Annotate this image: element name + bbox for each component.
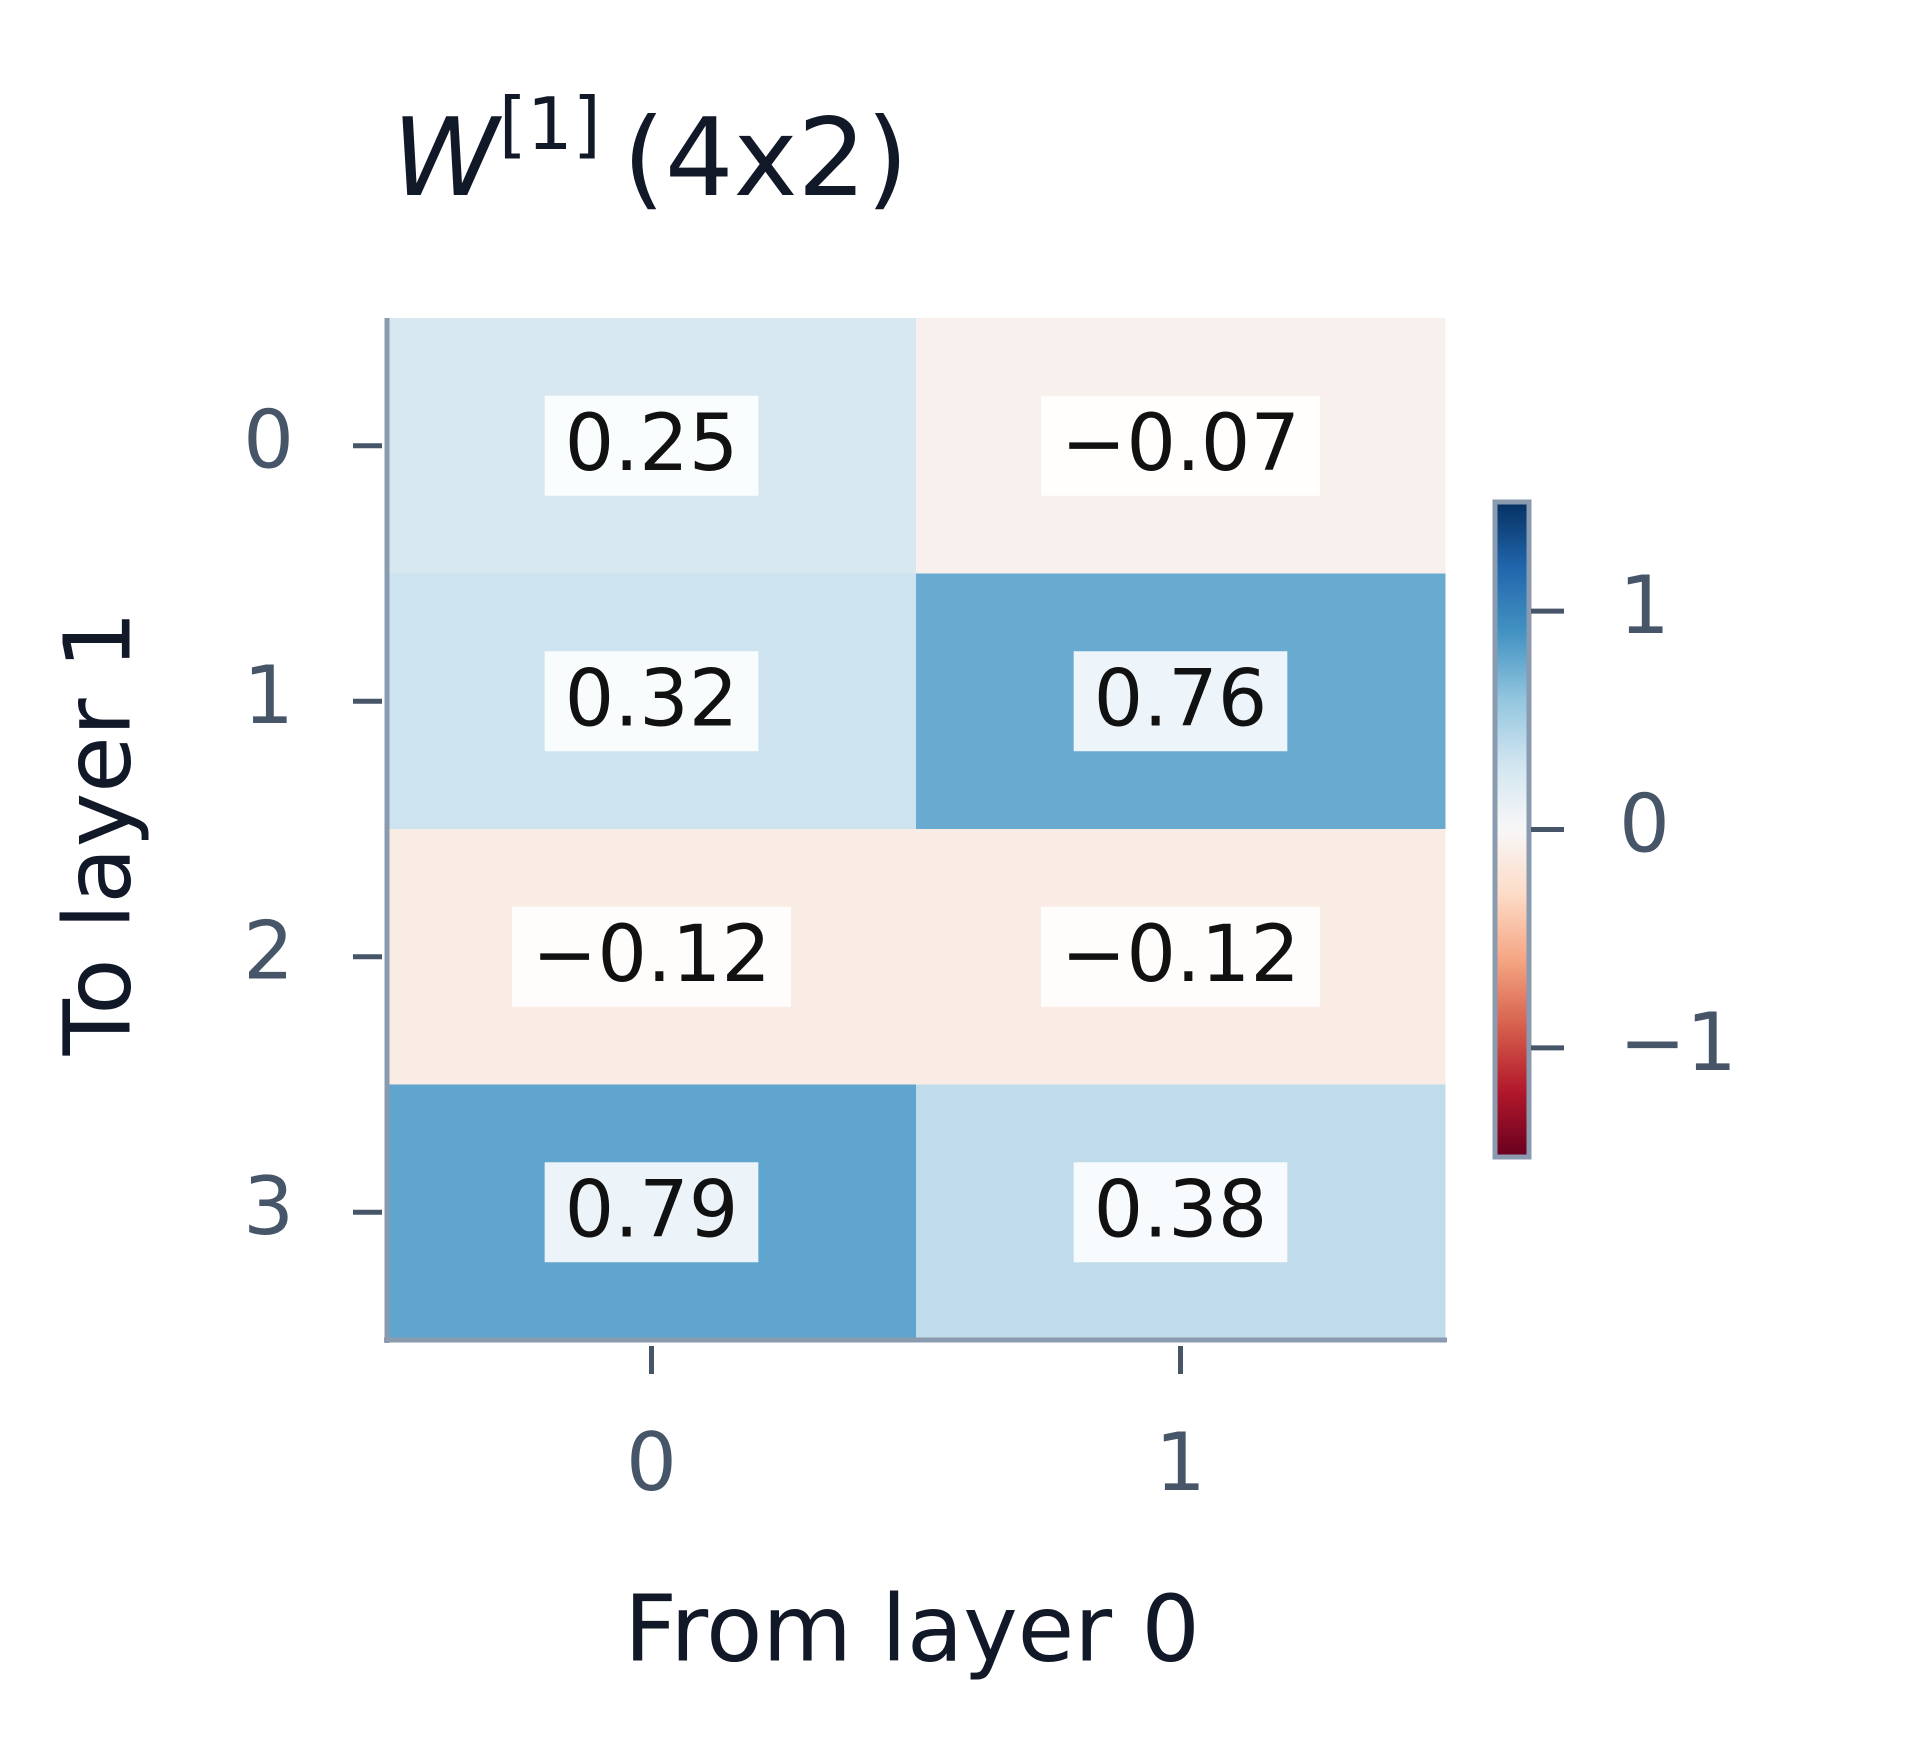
colorbar-tick-label: 1 (1619, 559, 1670, 652)
y-tick-label: 0 (243, 394, 294, 487)
value-label: −0.12 (1061, 910, 1300, 1000)
value-label: 0.38 (1094, 1166, 1268, 1256)
value-label-bg (1040, 906, 1321, 1007)
value-label: 0.76 (1094, 655, 1268, 745)
x-axis-label: From layer 0 (624, 1575, 1200, 1682)
value-label-bg (511, 906, 792, 1007)
y-tick-label: 1 (243, 649, 294, 742)
value-label: 0.25 (565, 399, 739, 489)
value-label: −0.12 (532, 910, 771, 1000)
value-label-bg (544, 651, 759, 752)
value-label-bg (1040, 395, 1321, 496)
colorbar (1492, 499, 1532, 1160)
y-tick-label: 3 (243, 1160, 294, 1253)
colorbar-tick-label: −1 (1619, 996, 1737, 1089)
x-tick-label: 0 (626, 1416, 677, 1509)
y-axis-label: To layer 1 (44, 611, 151, 1057)
value-label: 0.79 (565, 1166, 739, 1256)
value-label: 0.32 (565, 655, 739, 745)
value-label-bg (544, 1162, 759, 1263)
colorbar-tick-label: 0 (1619, 777, 1670, 870)
x-tick-label: 1 (1155, 1416, 1206, 1509)
chart-title: W[1] (4x2) (392, 82, 908, 221)
value-label-bg (1073, 651, 1288, 752)
value-label-bg (1073, 1162, 1288, 1263)
value-label-bg (544, 395, 759, 496)
y-tick-label: 2 (243, 905, 294, 998)
value-label: −0.07 (1061, 399, 1300, 489)
